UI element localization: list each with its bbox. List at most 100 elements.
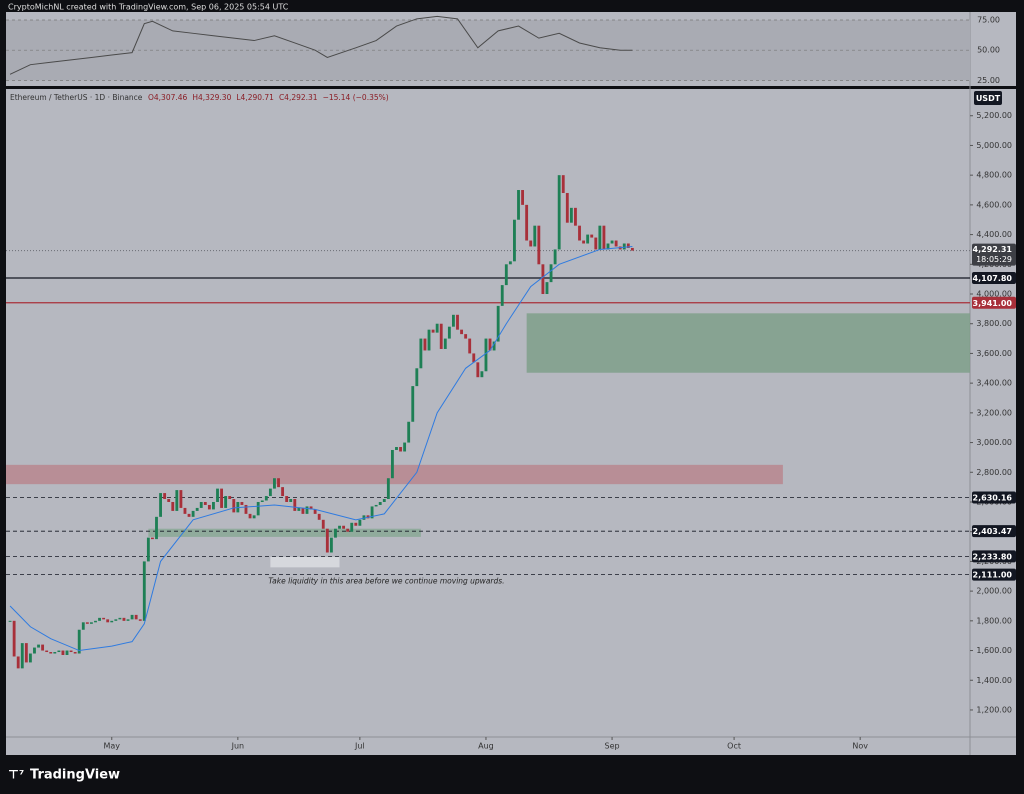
y-tick-label: 3,000.00 [976,438,1012,447]
candle [138,619,142,621]
candle [16,656,20,669]
candle [435,323,439,333]
y-tick-label: 1,200.00 [976,705,1012,714]
candle [378,501,382,505]
level-label: 3,941.00 [973,299,1013,308]
candle [33,647,36,654]
candle [167,499,171,502]
rsi-line [9,15,633,75]
candle [110,620,114,623]
ohlc-value: −15.14 (−0.35%) [323,93,389,102]
zone [148,528,421,537]
candle [256,501,260,516]
level-label: 4,107.80 [973,274,1013,283]
candle [183,507,187,514]
y-tick-label: 4,400.00 [976,230,1012,239]
currency-badge [974,91,1002,105]
candle [244,504,248,514]
candle [569,207,573,223]
candle [541,264,545,295]
main-panel [6,89,1016,755]
candle [329,537,333,553]
candle [81,622,85,630]
candle [24,643,28,663]
level-badge [972,271,1016,284]
candle [285,496,289,502]
candle [65,650,69,655]
candle [452,314,455,327]
candle [151,537,154,540]
ohlc-value: H4,329.30 [192,93,231,102]
level-badge [972,525,1016,538]
ohlc-value: C4,292.31 [279,93,318,102]
zone [6,464,783,485]
candle [443,338,447,349]
candle [195,507,199,511]
candle [248,513,252,519]
candle [561,175,565,193]
y-tick-label: 1,600.00 [976,646,1012,655]
candle [403,442,407,452]
zone [270,556,340,568]
candle [8,620,12,622]
candle [358,519,362,526]
candle [525,204,529,241]
candle [293,499,297,511]
candle [98,617,101,621]
candle [630,247,634,251]
candle [114,619,118,621]
candle [203,501,207,505]
candle [549,264,553,283]
candle [228,496,232,500]
candle [456,314,459,330]
candle [399,447,402,452]
candle [126,619,130,621]
candle [415,368,419,387]
brand: TradingView [30,768,120,783]
candle [122,617,126,621]
candle [224,496,228,508]
candle [45,650,49,653]
ohlc-value: O4,307.46 [148,93,188,102]
candle [480,371,484,378]
candle [179,490,183,508]
x-tick-label: Aug [478,742,494,751]
y-tick-label: 1,400.00 [976,676,1012,685]
candle [533,225,537,247]
candle [20,643,24,669]
candle [309,506,313,510]
candle [37,644,40,648]
x-tick-label: Sep [605,742,620,751]
candle [342,525,346,529]
candle [374,504,378,507]
candle [69,650,73,653]
candle [216,488,219,502]
x-tick-label: Nov [852,742,868,751]
zone [526,313,970,373]
candle [500,285,504,306]
candle [492,341,496,351]
x-tick-label: Oct [727,742,741,751]
candle [281,487,285,497]
candle [301,507,305,514]
candle [41,644,45,651]
candle [142,561,146,621]
moving-average [9,245,633,652]
candle [386,478,390,500]
candle [484,338,488,372]
y-tick-label: 2,800.00 [976,468,1012,477]
candle [423,338,427,351]
candle [350,522,354,532]
candle [252,515,256,519]
candle [578,225,581,241]
candle [268,488,272,497]
candle [277,478,280,488]
candle [354,522,358,526]
candle [362,515,366,520]
candle [199,501,203,508]
candle [460,329,463,335]
candle [313,509,317,514]
candle [134,614,138,620]
level-label: 2,403.47 [973,527,1012,536]
